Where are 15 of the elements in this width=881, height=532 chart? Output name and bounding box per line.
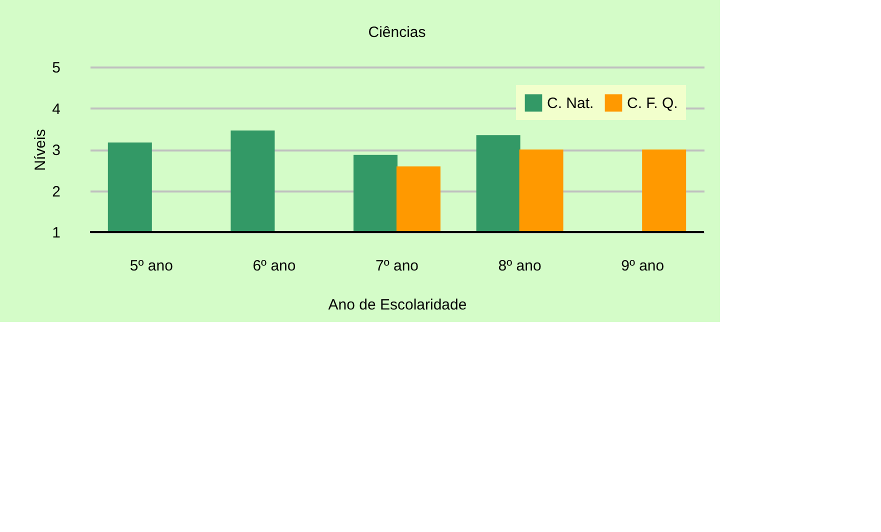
x-tick-label: 5º ano [130, 258, 173, 274]
x-tick-label: 9º ano [621, 258, 664, 274]
y-axis-title: Níveis [32, 129, 50, 171]
x-tick-label: 6º ano [252, 258, 296, 274]
x-tick-label: 7º ano [375, 258, 419, 274]
y-tick-label: 5 [52, 60, 60, 76]
x-axis-title: Ano de Escolaridade [328, 296, 467, 314]
y-tick-label: 1 [52, 224, 60, 242]
y-tick-label: 2 [52, 183, 60, 200]
chart-title: Ciências [368, 24, 426, 41]
legend-label: C. Nat. [547, 94, 594, 112]
y-tick-label: 4 [52, 100, 60, 118]
x-tick-label: 8º ano [498, 258, 542, 274]
y-tick-label: 3 [52, 142, 60, 159]
legend-label: C. F. Q. [627, 94, 678, 112]
